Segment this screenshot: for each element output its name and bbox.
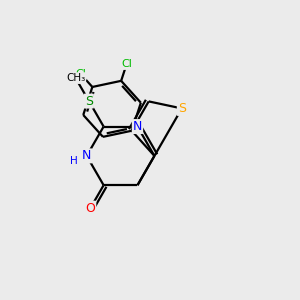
- Text: Cl: Cl: [75, 69, 86, 79]
- Text: N: N: [82, 149, 92, 162]
- Text: N: N: [133, 120, 142, 133]
- Text: CH₃: CH₃: [66, 73, 85, 83]
- Text: Cl: Cl: [121, 59, 132, 69]
- Text: S: S: [85, 94, 93, 108]
- Text: S: S: [178, 102, 186, 115]
- Text: O: O: [85, 202, 95, 215]
- Text: H: H: [70, 156, 77, 166]
